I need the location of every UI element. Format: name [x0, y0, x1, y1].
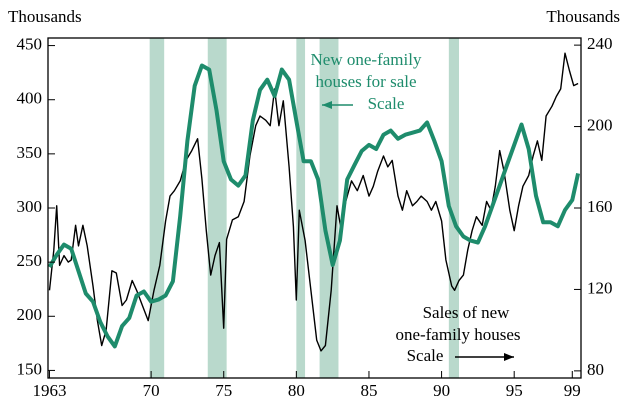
y-tick-label: 350	[17, 143, 43, 162]
y-tick-label: 400	[17, 89, 43, 108]
annotation: Sales of new	[423, 303, 511, 322]
annotation: one-family houses	[395, 325, 520, 344]
y-tick-label: 150	[17, 359, 43, 378]
recession-band	[296, 38, 306, 378]
series-line	[47, 63, 581, 349]
y-tick-label: 200	[17, 305, 43, 324]
x-tick-label: 85	[360, 381, 377, 400]
y-tick-label: 300	[17, 197, 43, 216]
y-tick-label: 450	[17, 34, 43, 53]
y2-tick-label: 80	[587, 360, 604, 379]
x-tick-label: 90	[433, 381, 450, 400]
recession-band	[319, 38, 339, 378]
y2-tick-label: 120	[587, 278, 613, 297]
arrow-head	[504, 353, 514, 361]
annotation: Scale	[368, 94, 405, 113]
x-tick-label: 99	[564, 381, 581, 400]
arrow-head	[322, 101, 332, 109]
recession-band	[448, 38, 460, 378]
recession-band	[149, 38, 165, 378]
annotation: houses for sale	[315, 72, 416, 91]
annotation: Scale	[407, 346, 444, 365]
x-tick-label: 80	[288, 381, 305, 400]
x-tick-label: 95	[506, 381, 523, 400]
x-tick-label: 75	[215, 381, 232, 400]
y2-axis-title: Thousands	[546, 7, 620, 26]
x-tick-label: 70	[143, 381, 160, 400]
y2-tick-label: 240	[587, 34, 613, 53]
y2-tick-label: 200	[587, 115, 613, 134]
y-tick-label: 250	[17, 251, 43, 270]
y2-tick-label: 160	[587, 197, 613, 216]
y-axis-title: Thousands	[8, 7, 82, 26]
x-tick-label: 1963	[32, 381, 66, 400]
annotation: New one-family	[311, 50, 422, 69]
